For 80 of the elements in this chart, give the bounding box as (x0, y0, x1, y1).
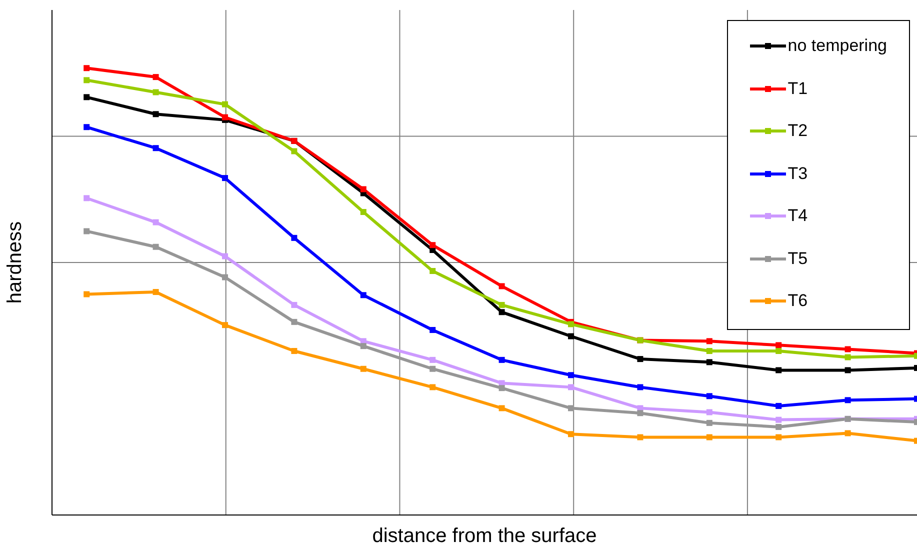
point (498, 309, 505, 316)
point (360, 292, 366, 298)
point (498, 356, 505, 363)
point (152, 145, 159, 152)
point (706, 348, 712, 354)
point (430, 356, 436, 363)
point (84, 65, 90, 72)
point (360, 209, 366, 215)
point (844, 397, 851, 404)
point (637, 410, 644, 416)
point (291, 148, 298, 154)
point (844, 367, 851, 374)
point (152, 219, 159, 226)
point (706, 420, 712, 426)
point (498, 385, 505, 392)
point (568, 384, 574, 390)
point (706, 359, 712, 366)
legend-label: T6 (788, 291, 808, 312)
point (776, 434, 782, 440)
point (152, 89, 159, 96)
point (637, 356, 644, 362)
point (430, 242, 436, 248)
point (291, 318, 298, 325)
legend-label: T3 (788, 164, 808, 184)
point (291, 302, 298, 308)
point (637, 434, 644, 440)
point (222, 101, 228, 108)
point (152, 288, 159, 295)
point (152, 244, 159, 250)
point (222, 274, 228, 280)
point (706, 434, 712, 440)
point (222, 322, 228, 328)
legend-label: T1 (788, 78, 808, 99)
point (430, 366, 436, 372)
point (84, 124, 90, 130)
point (706, 338, 712, 344)
point (84, 195, 90, 202)
point (222, 175, 228, 182)
point (360, 366, 366, 372)
legend-label: T5 (788, 248, 808, 269)
point (844, 430, 851, 436)
x-axis-title: distance from the surface (372, 525, 597, 547)
point (222, 253, 228, 260)
point (844, 346, 851, 352)
point (498, 302, 505, 308)
point (498, 405, 505, 412)
point (222, 114, 228, 120)
point (84, 94, 90, 100)
point (152, 74, 159, 80)
point (776, 348, 782, 354)
point (776, 402, 782, 409)
point (430, 326, 436, 333)
point (84, 77, 90, 84)
point (776, 342, 782, 348)
point (291, 348, 298, 354)
point (84, 291, 90, 298)
point (360, 186, 366, 192)
point (430, 384, 436, 390)
point (776, 424, 782, 430)
point (360, 343, 366, 350)
point (84, 228, 90, 234)
point (152, 111, 159, 118)
point (568, 333, 574, 340)
point (568, 321, 574, 328)
point (776, 367, 782, 374)
point (498, 283, 505, 290)
point (706, 393, 712, 400)
point (706, 409, 712, 416)
point (568, 405, 574, 412)
legend-label: no tempering (788, 36, 887, 56)
point (844, 354, 851, 360)
point (430, 268, 436, 274)
point (637, 384, 644, 390)
point (568, 431, 574, 438)
point (568, 372, 574, 378)
legend-label: T2 (788, 121, 808, 142)
point (291, 234, 298, 241)
point (776, 416, 782, 423)
legend-label: T4 (788, 206, 808, 226)
y-axis-title: hardness (4, 221, 26, 304)
